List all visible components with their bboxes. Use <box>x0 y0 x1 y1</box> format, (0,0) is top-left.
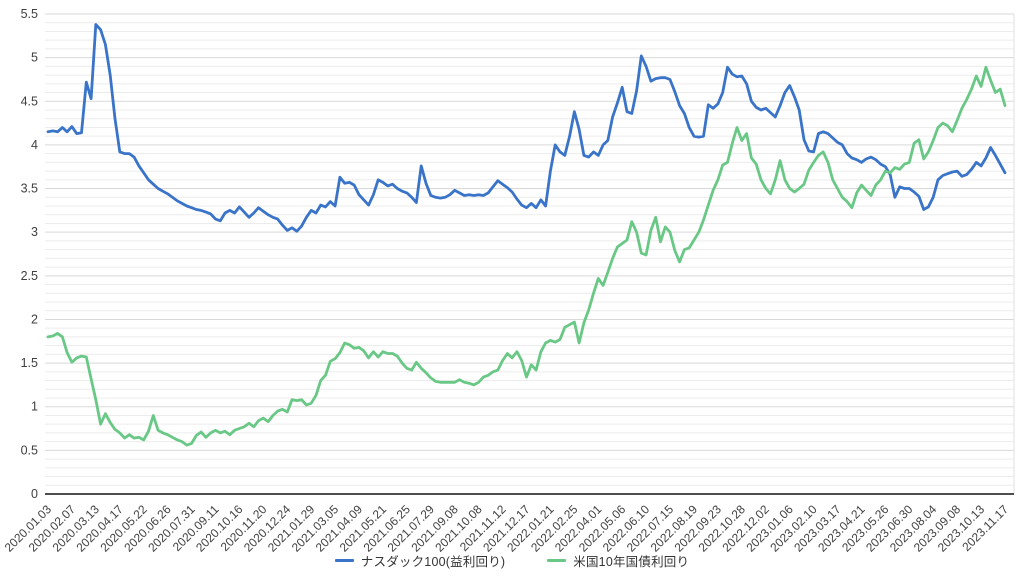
y-tick-label: 2 <box>31 312 38 326</box>
y-tick-label: 2.5 <box>21 269 38 283</box>
y-tick-label: 0 <box>31 487 38 501</box>
nasdaq-line-swatch <box>334 559 354 562</box>
y-tick-label: 1 <box>31 400 38 414</box>
legend-item-treasury[interactable]: 米国10年国債利回り <box>547 551 689 570</box>
y-tick-label: 4 <box>31 138 38 152</box>
legend-label-nasdaq: ナスダック100(益利回り) <box>360 555 506 569</box>
y-tick-label: 3 <box>31 225 38 239</box>
y-tick-label: 4.5 <box>21 94 38 108</box>
y-tick-label: 0.5 <box>21 443 38 457</box>
treasury-line-swatch <box>547 559 567 562</box>
legend-item-nasdaq[interactable]: ナスダック100(益利回り) <box>334 551 506 570</box>
y-tick-label: 1.5 <box>21 356 38 370</box>
y-tick-label: 5 <box>31 51 38 65</box>
y-tick-label: 5.5 <box>21 7 38 21</box>
y-tick-label: 3.5 <box>21 182 38 196</box>
legend: ナスダック100(益利回り) 米国10年国債利回り <box>0 551 1024 570</box>
us10y-treasury-yield-line[interactable] <box>46 65 1007 447</box>
nasdaq-earnings-yield-line[interactable] <box>46 23 1007 233</box>
legend-label-treasury: 米国10年国債利回り <box>573 555 690 569</box>
